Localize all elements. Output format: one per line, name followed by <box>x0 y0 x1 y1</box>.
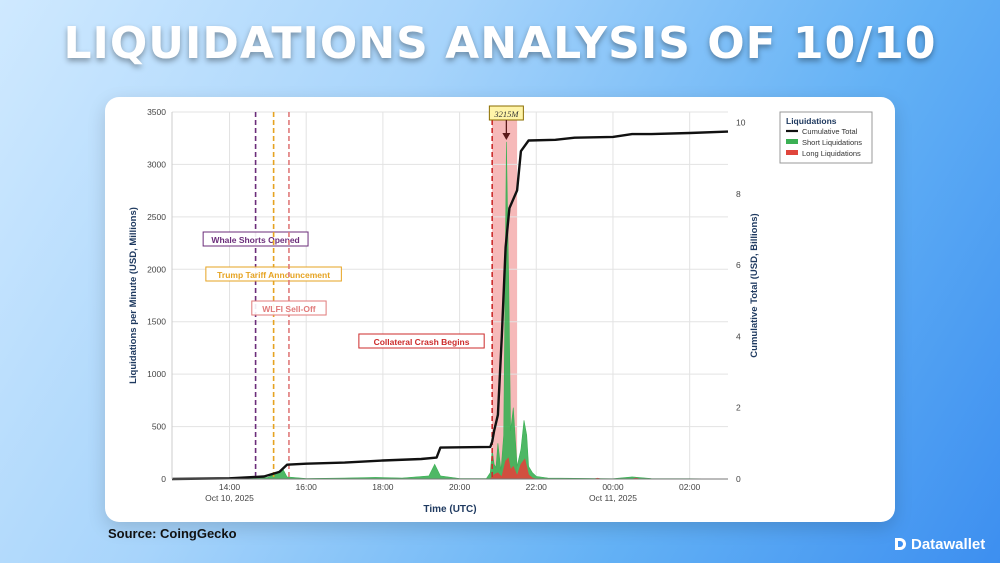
legend-swatch <box>786 139 798 144</box>
event-label-text: WLFI Sell-Off <box>262 304 316 314</box>
legend-swatch <box>786 150 798 155</box>
y-right-tick-label: 6 <box>736 260 741 270</box>
legend-item-label: Long Liquidations <box>802 149 861 158</box>
y-left-tick-label: 1500 <box>147 317 166 327</box>
x-tick-label: 16:00 <box>296 482 318 492</box>
x-tick-sublabel: Oct 11, 2025 <box>589 493 637 503</box>
brand-name: Datawallet <box>911 535 986 553</box>
area-series-short-liquidations <box>172 141 729 480</box>
y-right-tick-label: 8 <box>736 189 741 199</box>
event-label-text: Whale Shorts Opened <box>211 235 299 245</box>
x-tick-label: 22:00 <box>526 482 548 492</box>
y-left-tick-label: 500 <box>152 422 166 432</box>
event-label: Collateral Crash Begins <box>358 333 485 349</box>
legend-item-label: Short Liquidations <box>802 138 862 147</box>
headline-title: LIQUIDATIONS ANALYSIS OF 10/10 <box>63 18 937 69</box>
legend-item-label: Cumulative Total <box>802 127 858 136</box>
x-tick-label: 02:00 <box>679 482 701 492</box>
event-label-box <box>251 300 327 316</box>
y-right-tick-label: 4 <box>736 331 741 341</box>
y-right-tick-label: 10 <box>736 118 746 128</box>
event-label: WLFI Sell-Off <box>251 300 327 316</box>
y-left-tick-label: 3000 <box>147 159 166 169</box>
y-right-axis-title: Cumulative Total (USD, Billions) <box>749 213 760 357</box>
legend-title: Liquidations <box>786 116 837 126</box>
y-left-tick-label: 3500 <box>147 107 166 117</box>
datawallet-logo-icon <box>895 538 906 550</box>
event-label-box <box>205 266 342 282</box>
peak-annotation-label: 3215M <box>493 109 519 119</box>
x-tick-label: 00:00 <box>602 482 624 492</box>
event-label: Trump Tariff Announcement <box>205 266 342 282</box>
y-left-tick-label: 0 <box>161 474 166 484</box>
liquidations-chart: Whale Shorts Opened Trump Tariff Announce… <box>128 105 873 515</box>
event-label: Whale Shorts Opened <box>202 231 309 247</box>
event-label-text: Trump Tariff Announcement <box>217 270 330 280</box>
y-left-axis-title: Liquidations per Minute (USD, Millions) <box>128 207 139 384</box>
brand-watermark: Datawallet <box>893 535 985 553</box>
line-series-cumulative-total <box>171 130 729 481</box>
event-label-box <box>202 231 309 247</box>
x-tick-label: 18:00 <box>372 482 394 492</box>
x-tick-label: 20:00 <box>449 482 471 492</box>
x-tick-sublabel: Oct 10, 2025 <box>205 493 254 503</box>
y-left-tick-label: 2500 <box>147 212 166 222</box>
event-label-text: Collateral Crash Begins <box>374 337 470 347</box>
source-caption: Source: CoingGecko <box>108 526 237 541</box>
y-right-tick-label: 0 <box>736 474 741 484</box>
y-right-tick-label: 2 <box>736 403 741 413</box>
x-tick-label: 14:00 <box>219 482 241 492</box>
y-left-tick-label: 2000 <box>147 264 166 274</box>
peak-annotation-arrowhead <box>502 133 511 140</box>
x-axis-title: Time (UTC) <box>423 504 476 515</box>
event-label-box <box>358 333 485 349</box>
y-left-tick-label: 1000 <box>147 369 166 379</box>
chart-card: Whale Shorts Opened Trump Tariff Announce… <box>105 97 895 522</box>
